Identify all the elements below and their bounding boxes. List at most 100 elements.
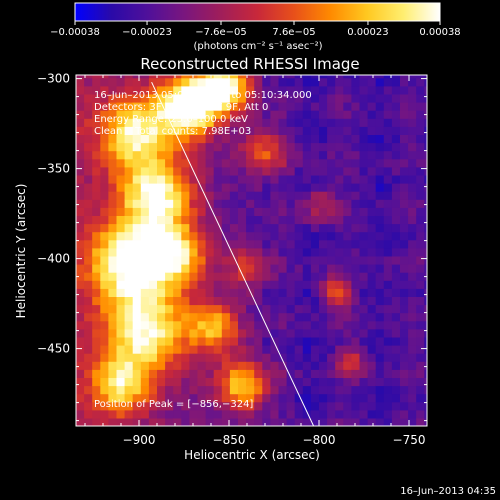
- heatmap-cell: [229, 369, 239, 378]
- heatmap-cell: [383, 142, 393, 152]
- heatmap-cell: [327, 134, 336, 144]
- heatmap-cell: [173, 191, 182, 200]
- heatmap-cell: [327, 215, 336, 225]
- heatmap-cell: [254, 280, 263, 289]
- heatmap-cell: [189, 239, 199, 249]
- heatmap-cell: [383, 264, 393, 273]
- heatmap-cell: [400, 272, 409, 281]
- heatmap-cell: [262, 345, 271, 354]
- heatmap-cell: [400, 345, 409, 354]
- heatmap-cell: [124, 142, 134, 152]
- heatmap-cell: [367, 361, 377, 370]
- heatmap-cell: [124, 280, 134, 289]
- heatmap-cell: [310, 75, 320, 79]
- heatmap-cell: [181, 345, 190, 354]
- heatmap-cell: [383, 134, 393, 144]
- heatmap-cell: [343, 255, 352, 265]
- heatmap-cell: [400, 207, 409, 216]
- heatmap-cell: [173, 126, 182, 135]
- heatmap-cell: [189, 223, 199, 233]
- heatmap-cell: [173, 207, 182, 216]
- heatmap-cell: [246, 417, 255, 426]
- heatmap-cell: [124, 126, 134, 135]
- heatmap-cell: [108, 369, 118, 378]
- heatmap-cell: [132, 272, 142, 281]
- heatmap-cell: [246, 174, 255, 184]
- heatmap-cell: [400, 369, 409, 378]
- heatmap-cell: [335, 369, 344, 378]
- heatmap-cell: [108, 93, 118, 103]
- heatmap-cell: [400, 118, 409, 127]
- heatmap-cell: [84, 409, 93, 419]
- heatmap-cell: [375, 417, 385, 426]
- heatmap-cell: [132, 247, 142, 257]
- heatmap-cell: [424, 191, 427, 200]
- heatmap-cell: [351, 75, 361, 79]
- heatmap-cell: [375, 166, 385, 176]
- heatmap-cell: [270, 328, 280, 338]
- heatmap-cell: [157, 239, 166, 249]
- heatmap-cell: [278, 77, 288, 87]
- heatmap-cell: [335, 191, 344, 200]
- heatmap-cell: [367, 353, 377, 362]
- heatmap-cell: [383, 93, 393, 103]
- heatmap-cell: [416, 239, 425, 249]
- heatmap-cell: [205, 280, 215, 289]
- heatmap-cell: [108, 150, 118, 160]
- heatmap-cell: [310, 215, 320, 225]
- heatmap-cell: [221, 118, 231, 127]
- heatmap-cell: [189, 328, 199, 338]
- heatmap-cell: [294, 174, 304, 184]
- heatmap-cell: [246, 247, 255, 257]
- heatmap-cell: [181, 288, 190, 297]
- heatmap-cell: [359, 288, 369, 297]
- heatmap-cell: [424, 215, 427, 225]
- heatmap-cell: [278, 110, 288, 119]
- heatmap-cell: [351, 207, 361, 216]
- heatmap-cell: [221, 288, 231, 297]
- heatmap-cell: [319, 377, 328, 387]
- heatmap-cell: [197, 166, 207, 176]
- heatmap-cell: [416, 223, 425, 233]
- heatmap-cell: [173, 345, 182, 354]
- heatmap-cell: [335, 142, 344, 152]
- heatmap-cell: [359, 385, 369, 395]
- heatmap-cell: [400, 174, 409, 184]
- heatmap-cell: [327, 345, 336, 354]
- heatmap-cell: [319, 93, 328, 103]
- heatmap-cell: [100, 385, 109, 395]
- heatmap-cell: [157, 296, 166, 306]
- heatmap-cell: [408, 183, 417, 192]
- heatmap-cell: [343, 126, 352, 135]
- heatmap-cell: [408, 328, 417, 338]
- heatmap-cell: [246, 312, 255, 322]
- heatmap-cell: [221, 231, 231, 241]
- heatmap-cell: [189, 174, 199, 184]
- heatmap-cell: [108, 328, 118, 338]
- heatmap-cell: [391, 288, 401, 297]
- heatmap-cell: [359, 393, 369, 403]
- heatmap-cell: [294, 272, 304, 281]
- heatmap-cell: [400, 401, 409, 411]
- heatmap-cell: [310, 158, 320, 168]
- heatmap-cell: [165, 312, 174, 322]
- heatmap-cell: [76, 166, 85, 176]
- heatmap-cell: [165, 158, 174, 168]
- heatmap-cell: [92, 231, 101, 241]
- heatmap-cell: [375, 102, 385, 111]
- heatmap-cell: [302, 401, 312, 411]
- heatmap-cell: [286, 264, 296, 273]
- heatmap-cell: [262, 312, 271, 322]
- heatmap-cell: [197, 304, 207, 314]
- heatmap-cell: [383, 85, 393, 95]
- heatmap-cell: [270, 93, 280, 103]
- heatmap-cell: [343, 110, 352, 119]
- heatmap-cell: [221, 77, 231, 87]
- heatmap-cell: [383, 401, 393, 411]
- heatmap-cell: [270, 134, 280, 144]
- heatmap-cell: [197, 272, 207, 281]
- heatmap-cell: [213, 328, 223, 338]
- heatmap-cell: [108, 296, 118, 306]
- heatmap-cell: [408, 191, 417, 200]
- heatmap-cell: [116, 199, 126, 208]
